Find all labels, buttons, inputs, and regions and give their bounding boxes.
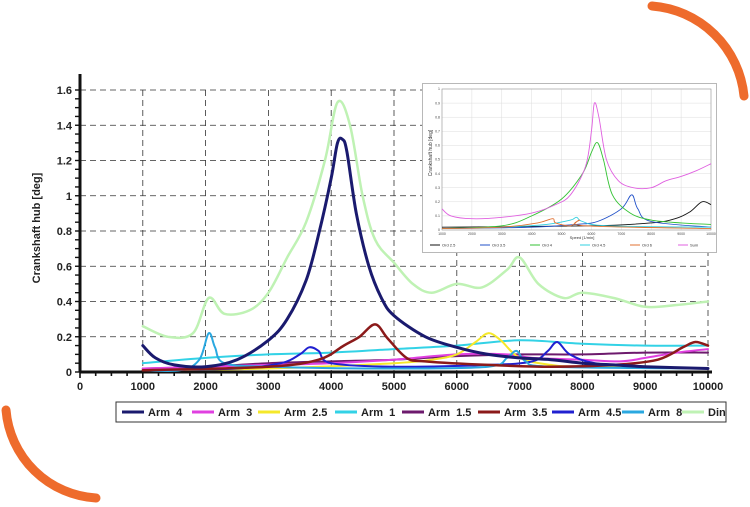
inset-x-tick-label: 2000 bbox=[468, 232, 476, 236]
legend-label: Arm 3 bbox=[218, 407, 252, 419]
y-tick-label: 1 bbox=[66, 191, 72, 203]
legend-label: Arm 1.5 bbox=[428, 407, 471, 419]
series-line-arm-3-5 bbox=[141, 323, 710, 372]
inset-legend-item-ord-6: Ord 6 bbox=[630, 243, 653, 248]
y-tick-label: 0.2 bbox=[57, 332, 72, 344]
inset-x-tick-label: 1000 bbox=[438, 232, 446, 236]
x-tick-label: 2000 bbox=[193, 381, 217, 393]
inset-series-line-sum bbox=[441, 102, 712, 220]
y-tick-label: 1.2 bbox=[57, 156, 72, 168]
inset-legend-label: Ord 4 bbox=[542, 243, 553, 248]
inset-x-tick-label: 3000 bbox=[498, 232, 506, 236]
x-tick-label: 8000 bbox=[570, 381, 594, 393]
decorative-arc-top-right bbox=[647, 1, 749, 101]
inset-frame bbox=[422, 83, 717, 253]
inset-legend-item-sum: Sum bbox=[678, 243, 699, 248]
legend-label: Arm 8 bbox=[648, 407, 682, 419]
inset-y-tick-label: 0.6 bbox=[435, 144, 440, 148]
series-line-din bbox=[141, 99, 710, 340]
inset-legend-label: Ord 2.5 bbox=[442, 243, 456, 248]
inset-x-tick-label: 6000 bbox=[588, 232, 596, 236]
legend-item-arm-3: Arm 3 bbox=[192, 407, 252, 419]
x-tick-label: 1000 bbox=[131, 381, 155, 393]
y-tick-label: 0 bbox=[66, 367, 72, 379]
y-tick-label: 1.6 bbox=[57, 85, 72, 97]
inset-legend-label: Ord 3.5 bbox=[492, 243, 506, 248]
inset-y-tick-label: 0.9 bbox=[435, 101, 440, 105]
x-tick-label: 5000 bbox=[382, 381, 406, 393]
inset-x-tick-label: 7000 bbox=[617, 232, 625, 236]
legend-label: Din bbox=[708, 407, 726, 419]
inset-x-tick-label: 9000 bbox=[677, 232, 685, 236]
y-tick-label: 0.4 bbox=[57, 297, 73, 309]
x-tick-label: 6000 bbox=[445, 381, 469, 393]
legend-item-arm-8: Arm 8 bbox=[622, 407, 682, 419]
inset-legend-label: Sum bbox=[690, 243, 699, 248]
series-line-arm-1 bbox=[141, 339, 709, 365]
series-line-arm-8 bbox=[141, 332, 709, 372]
inset-series-line-ord-6 bbox=[441, 218, 712, 230]
inset-y-tick-label: 0.4 bbox=[435, 172, 440, 176]
inset-legend-item-ord-2-5: Ord 2.5 bbox=[430, 243, 456, 248]
y-tick-label: 0.6 bbox=[57, 261, 72, 273]
x-tick-label: 7000 bbox=[507, 381, 531, 393]
inset-x-tick-label: 5000 bbox=[558, 232, 566, 236]
inset-y-tick-label: 0.8 bbox=[435, 115, 440, 119]
legend-item-arm-1-5: Arm 1.5 bbox=[402, 407, 471, 419]
y-tick-label: 1.4 bbox=[57, 120, 73, 132]
legend-label: Arm 4.5 bbox=[578, 407, 621, 419]
y-tick-label: 0.8 bbox=[57, 226, 72, 238]
inset-plot-frame bbox=[441, 88, 712, 231]
x-tick-label: 10000 bbox=[693, 381, 724, 393]
x-tick-label: 9000 bbox=[633, 381, 657, 393]
inset-x-tick-label: 4000 bbox=[528, 232, 536, 236]
legend-item-din: Din bbox=[682, 407, 726, 419]
series-line-arm-4-5 bbox=[141, 341, 709, 372]
x-tick-label: 0 bbox=[77, 381, 83, 393]
inset-y-tick-label: 0 bbox=[438, 228, 440, 232]
inset-legend-label: Ord 4.5 bbox=[592, 243, 606, 248]
legend-item-arm-2-5: Arm 2.5 bbox=[258, 407, 327, 419]
inset-x-tick-label: 8000 bbox=[647, 232, 655, 236]
legend-item-arm-4: Arm 4 bbox=[122, 407, 183, 419]
decorative-arc-bottom-left bbox=[1, 405, 101, 503]
legend-item-arm-1: Arm 1 bbox=[335, 407, 395, 419]
inset-y-tick-label: 0.1 bbox=[435, 214, 440, 218]
x-tick-label: 3000 bbox=[256, 381, 280, 393]
legend-label: Arm 2.5 bbox=[284, 407, 327, 419]
inset-y-axis-label: Crankshaft hub [deg] bbox=[428, 129, 434, 176]
legend-label: Arm 3.5 bbox=[504, 407, 547, 419]
inset-y-tick-label: 0.5 bbox=[435, 158, 440, 162]
y-axis-label: Crankshaft hub [deg] bbox=[31, 172, 43, 283]
inset-y-tick-label: 0.2 bbox=[435, 200, 440, 204]
x-tick-label: 4000 bbox=[319, 381, 343, 393]
inset-series-line-ord-4 bbox=[441, 142, 712, 230]
legend-item-arm-4-5: Arm 4.5 bbox=[552, 407, 621, 419]
series-line-arm-4 bbox=[141, 136, 710, 370]
inset-x-tick-label: 10000 bbox=[706, 232, 716, 236]
legend-label: Arm 1 bbox=[361, 407, 395, 419]
inset-y-tick-label: 1 bbox=[438, 87, 440, 91]
legend-label: Arm 4 bbox=[148, 407, 183, 419]
inset-legend-item-ord-4-5: Ord 4.5 bbox=[580, 243, 606, 248]
inset-legend-item-ord-3-5: Ord 3.5 bbox=[480, 243, 506, 248]
legend-item-arm-3-5: Arm 3.5 bbox=[478, 407, 547, 419]
inset-legend-label: Ord 6 bbox=[642, 243, 653, 248]
inset-y-tick-label: 0.7 bbox=[435, 130, 440, 134]
inset-y-tick-label: 0.3 bbox=[435, 186, 440, 190]
inset-legend-item-ord-4: Ord 4 bbox=[530, 243, 553, 248]
inset-x-axis-label: Speed [1/min] bbox=[570, 235, 595, 240]
inset-chart: 1000 2000 3000 4000 5000 6000 7000 8000 9000 1000… bbox=[422, 83, 717, 253]
